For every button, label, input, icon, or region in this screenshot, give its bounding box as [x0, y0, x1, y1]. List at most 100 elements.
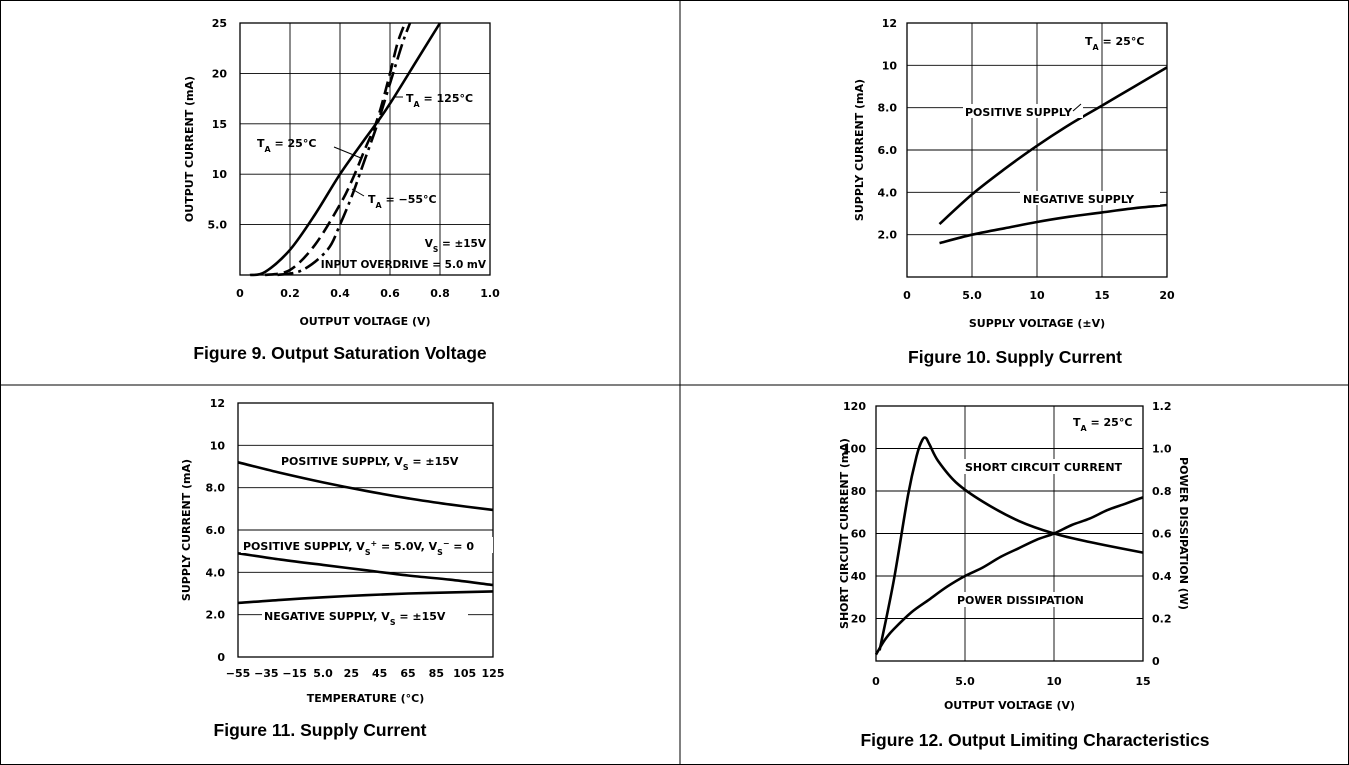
- fig11-ytick-label: 2.0: [206, 609, 226, 622]
- fig11-ytick-label: 4.0: [206, 566, 226, 579]
- fig11-xtick-label: −15: [282, 667, 307, 680]
- fig11-label-bg: [241, 537, 493, 553]
- fig9-label-125c: TA = 125°C: [406, 92, 473, 109]
- figure-10-caption: Figure 10. Supply Current: [908, 347, 1122, 367]
- fig12-y2tick-label: 0: [1152, 655, 1160, 668]
- fig12-series-line-power: [874, 496, 1144, 656]
- fig10-label-bg: [963, 104, 1083, 118]
- fig9-leader-25c: [333, 146, 362, 159]
- fig11-xtick-label: 5.0: [313, 667, 333, 680]
- fig10-label-positive-supply: POSITIVE SUPPLY: [965, 106, 1073, 119]
- fig9-xtick-label: 0.8: [430, 287, 450, 300]
- fig9-label-overdrive: INPUT OVERDRIVE = 5.0 mV: [321, 259, 487, 271]
- fig12-ytick-label: 120: [843, 400, 866, 413]
- figure-9-caption: Figure 9. Output Saturation Voltage: [193, 343, 487, 363]
- fig12-ytick-label: 80: [851, 485, 867, 498]
- fig11-xtick-label: 65: [400, 667, 415, 680]
- fig10-xtick-label: 15: [1094, 289, 1109, 302]
- fig12-ytick-label: 100: [843, 443, 866, 456]
- fig9-xtick-label: 0: [236, 287, 244, 300]
- fig11-label-bg: [278, 453, 468, 468]
- fig9-leader-minus55c: [351, 188, 365, 197]
- fig11-ytick-label: 10: [210, 439, 226, 452]
- fig12-y2tick-label: 0.2: [1152, 613, 1172, 626]
- fig10-ytick-label: 12: [882, 17, 897, 30]
- fig11-xtick-label: 105: [453, 667, 476, 680]
- fig12-y2tick-label: 1.0: [1152, 443, 1172, 456]
- fig12-xtick-label: 5.0: [955, 675, 975, 688]
- fig9-ytick-label: 25: [212, 17, 227, 30]
- fig12-label-short-circuit: SHORT CIRCUIT CURRENT: [965, 461, 1123, 474]
- fig11-x-axis-label: TEMPERATURE (°C): [307, 692, 425, 705]
- fig10-x-axis-label: SUPPLY VOLTAGE (±V): [969, 317, 1105, 330]
- fig11-ytick-label: 6.0: [206, 524, 226, 537]
- fig9-ytick-label: 5.0: [208, 219, 228, 232]
- fig11-series-line-0: [237, 461, 494, 512]
- fig12-x-axis-label: OUTPUT VOLTAGE (V): [944, 699, 1075, 712]
- fig10-label-bg: [1020, 191, 1160, 205]
- fig10-series-line-positive: [938, 66, 1168, 226]
- fig9-xtick-label: 0.4: [330, 287, 350, 300]
- fig10-label-negative-supply: NEGATIVE SUPPLY: [1023, 193, 1135, 206]
- fig12-ytick-label: 40: [851, 570, 867, 583]
- fig10-label-ta: TA = 25°C: [1085, 35, 1144, 52]
- fig12-label-ta: TA = 25°C: [1073, 416, 1132, 433]
- fig9-y-axis-label: OUTPUT CURRENT (mA): [183, 76, 196, 222]
- fig10-xtick-label: 0: [903, 289, 911, 302]
- fig9-plot-frame: [239, 22, 491, 276]
- fig9-label-25c: TA = 25°C: [257, 137, 316, 154]
- fig9-ytick-label: 10: [212, 168, 228, 181]
- fig11-xtick-label: 45: [372, 667, 387, 680]
- fig10-ytick-label: 8.0: [878, 102, 898, 115]
- fig11-xtick-label: 125: [482, 667, 505, 680]
- figure-11-caption: Figure 11. Supply Current: [213, 720, 427, 740]
- fig12-y2tick-label: 0.4: [1152, 570, 1172, 583]
- fig12-label-power-dissipation: POWER DISSIPATION: [957, 594, 1084, 607]
- fig12-series-line-short-circuit: [878, 436, 1144, 651]
- fig10-series-line-negative: [939, 203, 1168, 245]
- fig11-label-pos15: POSITIVE SUPPLY, VS = ±15V: [281, 455, 459, 472]
- fig12-label-bg: [963, 459, 1140, 474]
- fig10-ytick-label: 4.0: [878, 186, 898, 199]
- fig10-ytick-label: 10: [882, 59, 898, 72]
- fig9-label-vs: VS = ±15V: [425, 238, 487, 254]
- fig9-series-line-dashed: [264, 22, 407, 277]
- fig11-label-pos5: POSITIVE SUPPLY, VS+ = 5.0V, VS− = 0: [243, 539, 474, 557]
- fig12-y2tick-label: 0.6: [1152, 528, 1172, 541]
- fig12-y2-axis-label: POWER DISSIPATION (W): [1177, 457, 1190, 610]
- fig9-xtick-label: 1.0: [480, 287, 500, 300]
- fig9-x-axis-label: OUTPUT VOLTAGE (V): [299, 315, 430, 328]
- fig11-label-bg: [262, 608, 468, 623]
- fig11-ytick-label: 12: [210, 397, 225, 410]
- fig12-y2tick-label: 1.2: [1152, 400, 1172, 413]
- fig10-leader-positive: [1072, 103, 1082, 112]
- fig11-label-neg15: NEGATIVE SUPPLY, VS = ±15V: [264, 610, 446, 627]
- fig12-ytick-label: 20: [851, 613, 867, 626]
- fig12-xtick-label: 0: [872, 675, 880, 688]
- fig12-xtick-label: 10: [1046, 675, 1062, 688]
- fig10-ytick-label: 2.0: [878, 229, 898, 242]
- fig10-xtick-label: 10: [1029, 289, 1045, 302]
- fig10-ytick-label: 6.0: [878, 144, 898, 157]
- fig11-ytick-label: 8.0: [206, 482, 226, 495]
- fig10-y-axis-label: SUPPLY CURRENT (mA): [853, 79, 866, 221]
- fig11-series-line-2: [237, 590, 494, 605]
- fig12-y-axis-label: SHORT CIRCUIT CURRENT (mA): [838, 438, 851, 629]
- fig12-xtick-label: 15: [1135, 675, 1150, 688]
- fig11-xtick-label: 85: [429, 667, 444, 680]
- fig11-series-line-1: [237, 552, 494, 587]
- fig11-xtick-label: −35: [254, 667, 279, 680]
- fig9-xtick-label: 0.6: [380, 287, 400, 300]
- fig9-ytick-label: 15: [212, 118, 227, 131]
- fig11-y-axis-label: SUPPLY CURRENT (mA): [180, 459, 193, 601]
- fig12-y2tick-label: 0.8: [1152, 485, 1172, 498]
- fig12-label-bg: [955, 592, 1093, 607]
- fig11-xtick-label: 25: [344, 667, 359, 680]
- fig12-ytick-label: 60: [851, 528, 867, 541]
- fig10-xtick-label: 20: [1159, 289, 1175, 302]
- fig11-ytick-label: 0: [217, 651, 225, 664]
